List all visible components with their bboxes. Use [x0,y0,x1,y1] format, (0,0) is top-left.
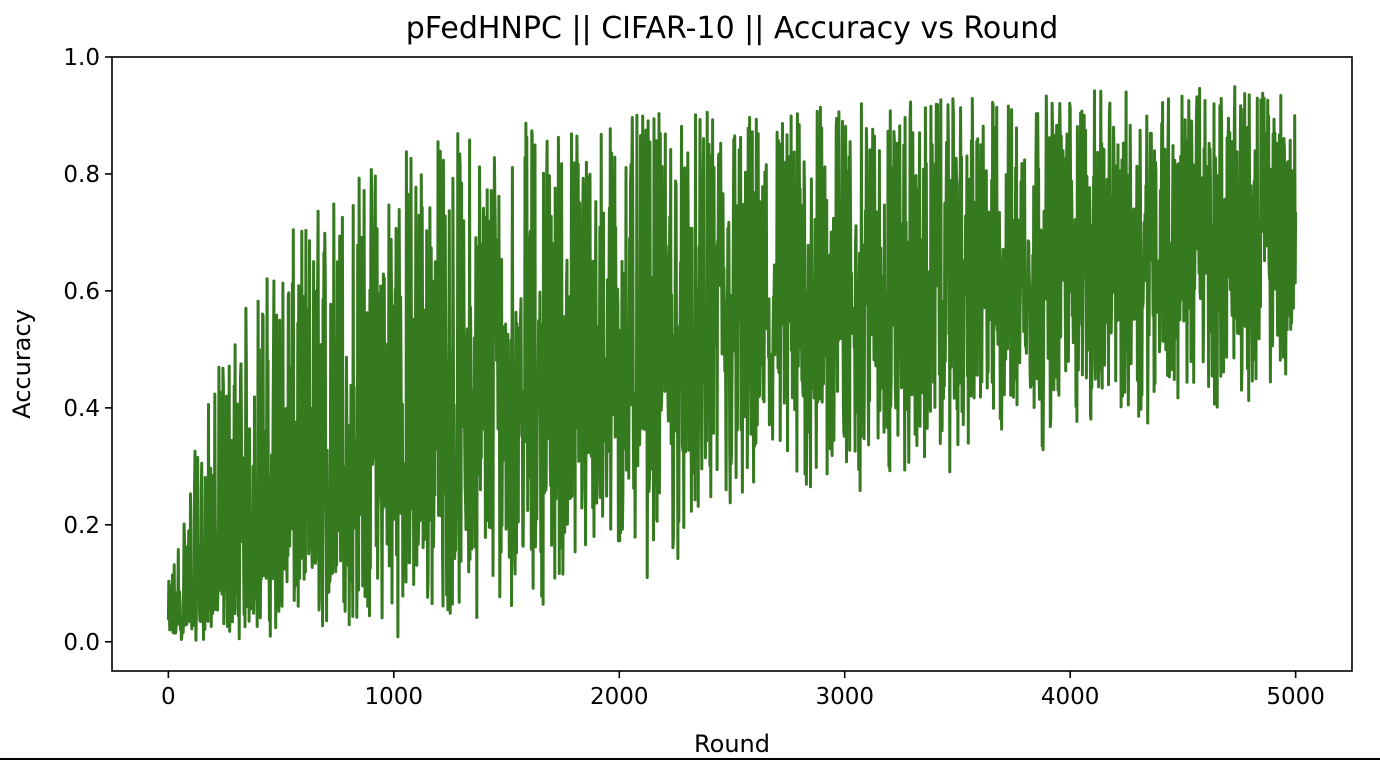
x-tick-label: 4000 [1041,684,1100,710]
y-tick-label: 0.4 [63,396,100,422]
x-axis-label: Round [694,730,770,758]
y-tick-label: 0.6 [63,279,100,305]
x-tick-label: 2000 [590,684,649,710]
plot-frame [111,56,1353,672]
y-tick-label: 0.8 [63,162,100,188]
x-tick-label: 1000 [365,684,424,710]
y-tick-label: 1.0 [63,45,100,71]
y-axis: 0.0 0.2 0.4 0.6 0.8 1.0 [63,45,112,656]
chart-title: pFedHNPC || CIFAR-10 || Accuracy vs Roun… [406,11,1059,46]
x-tick-label: 3000 [815,684,874,710]
x-tick-label: 5000 [1266,684,1325,710]
accuracy-series-line [166,85,1298,642]
bottom-divider [0,758,1380,760]
x-tick-label: 0 [161,684,176,710]
y-axis-label: Accuracy [8,309,36,419]
y-tick-label: 0.2 [63,513,100,539]
y-tick-label: 0.0 [63,630,100,656]
x-axis: 0 1000 2000 3000 4000 5000 [161,671,1325,710]
series-layer [166,85,1298,642]
